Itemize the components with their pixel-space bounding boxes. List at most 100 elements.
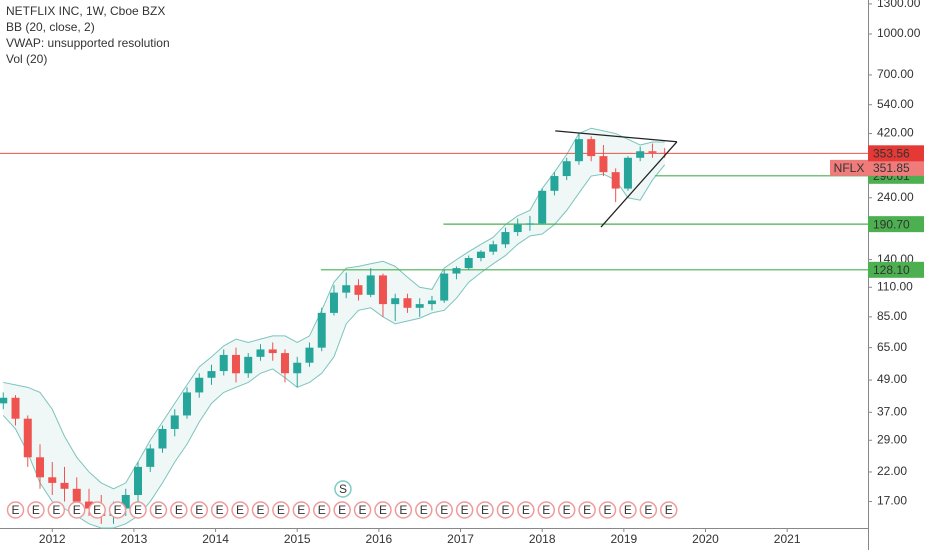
earnings-marker — [6, 501, 25, 519]
earnings-label: E — [256, 503, 264, 517]
earnings-label: E — [338, 503, 346, 517]
earnings-label: E — [399, 503, 407, 517]
price-line-label: 190.70 — [873, 217, 910, 231]
candle-body — [244, 356, 253, 374]
candle-body — [513, 224, 522, 233]
candle-body — [280, 353, 289, 374]
candle-body — [452, 268, 461, 274]
price-line-label-box — [868, 216, 924, 233]
x-tick-label: 2018 — [529, 532, 556, 546]
earnings-marker — [455, 501, 474, 519]
indicator-label: BB (20, close, 2) — [6, 20, 95, 34]
candle-body — [170, 415, 179, 429]
earnings-marker — [598, 501, 617, 519]
earnings-label: E — [236, 503, 244, 517]
y-tick-label: 17.00 — [877, 494, 907, 508]
earnings-marker — [129, 501, 147, 519]
candle-body — [611, 172, 620, 189]
y-tick-label: 700.00 — [877, 67, 914, 81]
candle-body — [587, 139, 596, 157]
candle-body — [182, 392, 191, 416]
earnings-marker — [333, 501, 351, 519]
earnings-label: E — [195, 503, 203, 517]
earnings-marker — [68, 501, 86, 519]
earnings-marker — [660, 501, 678, 519]
earnings-marker — [578, 501, 596, 519]
earnings-marker — [27, 501, 45, 519]
candle-body — [403, 298, 412, 308]
symbol-price-box — [868, 159, 924, 176]
earnings-label: E — [604, 503, 612, 517]
earnings-label: E — [461, 503, 469, 517]
candle-body — [415, 304, 424, 308]
earnings-marker — [292, 501, 311, 519]
earnings-label: E — [542, 503, 550, 517]
earnings-label: E — [563, 503, 571, 517]
earnings-label: E — [93, 503, 101, 517]
candle-body — [489, 244, 498, 252]
candle-body — [23, 418, 32, 458]
earnings-label: E — [665, 503, 673, 517]
candle-body — [636, 151, 645, 158]
earnings-marker — [88, 501, 106, 519]
earnings-marker — [517, 501, 535, 519]
candle-body — [293, 362, 302, 374]
y-tick-label: 240.00 — [877, 190, 914, 204]
symbol-price: 351.85 — [873, 161, 910, 175]
candle-body — [329, 292, 338, 313]
earnings-label: E — [154, 503, 162, 517]
earnings-label: E — [501, 503, 509, 517]
earnings-label: E — [12, 503, 20, 517]
symbol-label-box — [830, 159, 868, 176]
earnings-marker — [149, 501, 168, 519]
earnings-marker — [374, 501, 392, 519]
candle-body — [85, 501, 94, 509]
candle-body — [195, 377, 204, 393]
y-tick-label: 65.00 — [877, 340, 907, 354]
candle-body — [48, 477, 57, 483]
earnings-marker — [108, 501, 127, 519]
chart-title: NETFLIX INC, 1W, Cboe BZX — [6, 4, 165, 18]
candle-body — [342, 285, 351, 293]
y-tick-label: 1300.00 — [877, 0, 921, 10]
candle-body — [391, 298, 400, 305]
candle-body — [476, 251, 485, 258]
candle-body — [207, 371, 216, 378]
earnings-marker — [415, 501, 433, 519]
earnings-marker — [496, 501, 515, 519]
earnings-marker — [619, 501, 637, 519]
earnings-marker — [639, 501, 658, 519]
candle-body — [133, 466, 142, 495]
split-label: S — [339, 482, 347, 496]
earnings-label: E — [134, 503, 142, 517]
earnings-label: E — [32, 503, 40, 517]
y-tick-label: 85.00 — [877, 309, 907, 323]
earnings-label: E — [216, 503, 224, 517]
candle-body — [538, 190, 547, 224]
y-tick-label: 540.00 — [877, 97, 914, 111]
y-tick-label: 49.00 — [877, 372, 907, 386]
earnings-marker — [394, 501, 413, 519]
candle-body — [121, 494, 130, 509]
earnings-marker — [476, 501, 494, 519]
earnings-label: E — [644, 503, 652, 517]
earnings-label: E — [359, 503, 367, 517]
x-tick-label: 2016 — [366, 532, 393, 546]
split-marker — [334, 480, 352, 498]
candle-body — [501, 232, 510, 245]
trendline — [600, 141, 678, 228]
candle-body — [72, 488, 81, 502]
candle-body — [562, 161, 571, 177]
y-tick-label: 22.00 — [877, 464, 907, 478]
earnings-marker — [272, 501, 290, 519]
earnings-label: E — [175, 503, 183, 517]
earnings-label: E — [318, 503, 326, 517]
candle-body — [599, 156, 608, 173]
x-tick-label: 2019 — [610, 532, 637, 546]
earnings-label: E — [420, 503, 428, 517]
x-tick-label: 2020 — [692, 532, 719, 546]
earnings-label: E — [583, 503, 591, 517]
bb-fill — [3, 128, 665, 528]
